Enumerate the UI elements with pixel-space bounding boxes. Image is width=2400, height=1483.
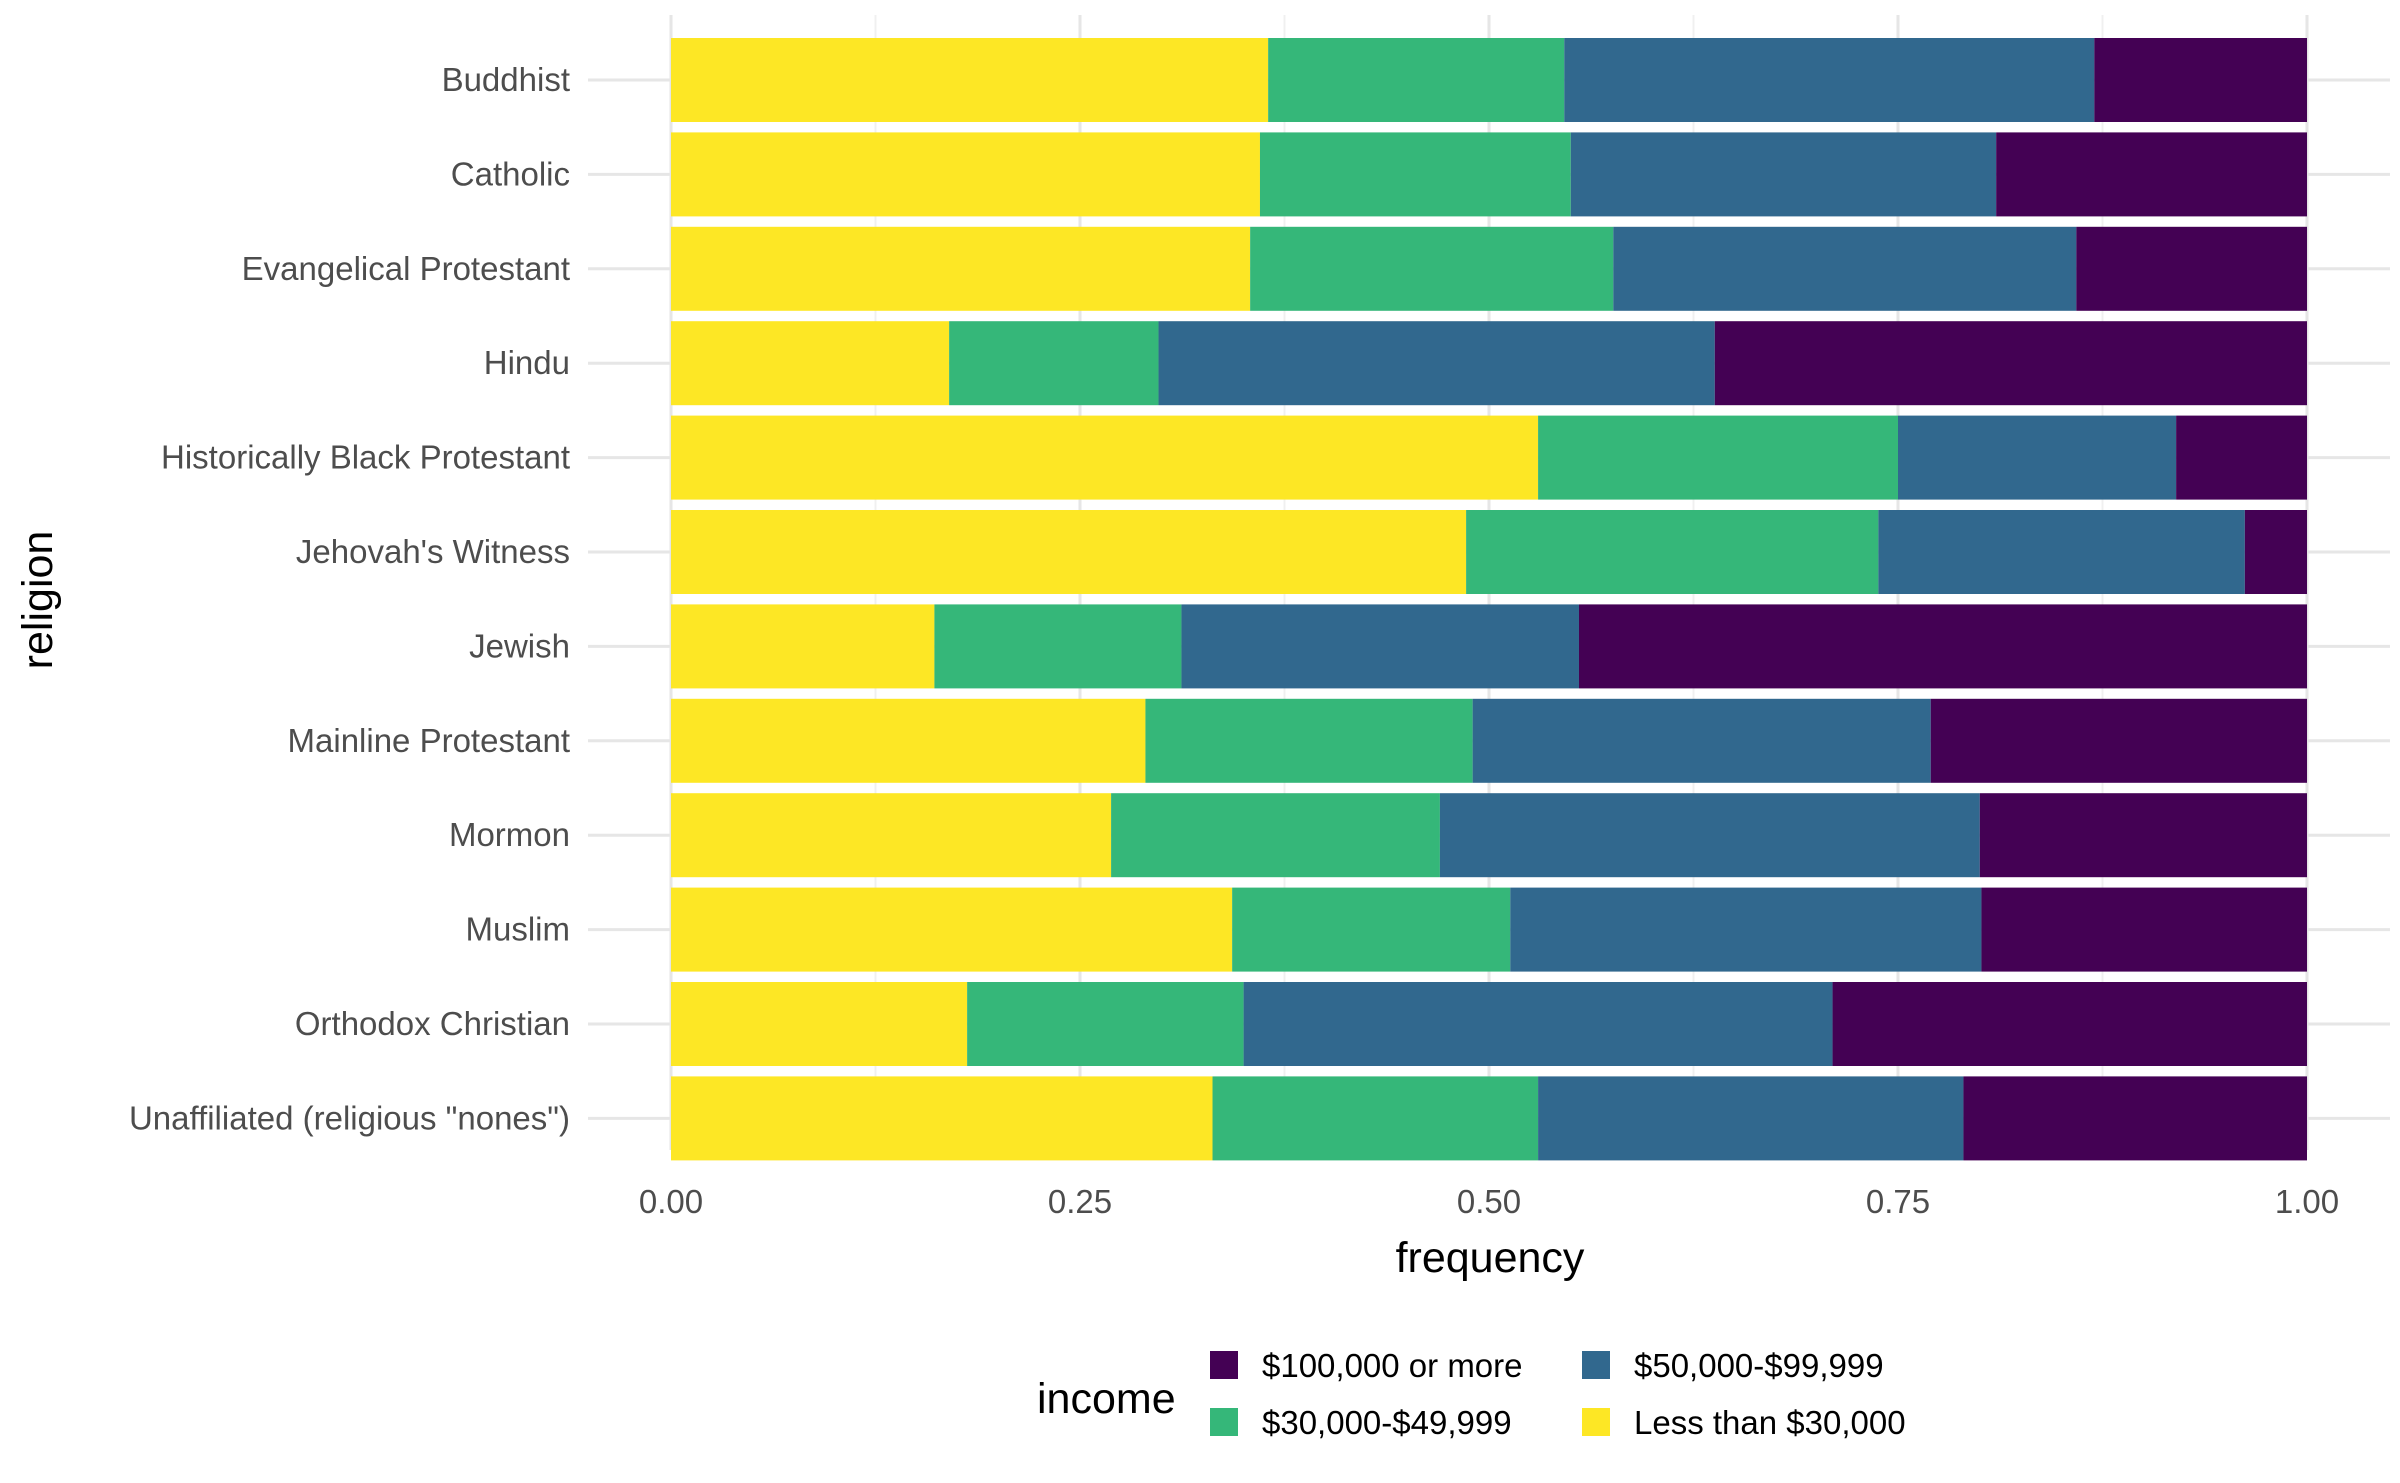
bar-segment <box>671 888 1232 972</box>
bar-segment <box>949 321 1158 405</box>
legend-label: $30,000-$49,999 <box>1262 1404 1512 1441</box>
legend-key <box>1582 1408 1610 1436</box>
bar-segment <box>2094 38 2307 122</box>
x-tick-label: 0.75 <box>1866 1183 1930 1220</box>
bar-segment <box>1181 604 1579 688</box>
bar-segment <box>671 699 1145 783</box>
bar-segment <box>671 416 1538 500</box>
bar-segment <box>1440 793 1980 877</box>
bar-segment <box>1715 321 2307 405</box>
legend-key <box>1210 1408 1238 1436</box>
bar-segment <box>1145 699 1472 783</box>
bar-segment <box>1538 416 1898 500</box>
y-tick-label: Catholic <box>451 155 570 192</box>
bar-segment <box>671 321 949 405</box>
bar-segment <box>671 604 934 688</box>
bar-segment <box>2245 510 2307 594</box>
bar-segment <box>1981 888 2307 972</box>
bar-segment <box>1613 227 2076 311</box>
y-tick-label: Mormon <box>449 816 570 853</box>
bar-segment <box>1268 38 1564 122</box>
bar-segment <box>671 132 1260 216</box>
bar-segment <box>1510 888 1981 972</box>
bar-segment <box>1898 416 2176 500</box>
y-tick-labels: Buddhist Catholic Evangelical Protestant Hi… <box>129 61 570 1136</box>
x-axis-title: frequency <box>1396 1234 1585 1282</box>
legend-label: $100,000 or more <box>1262 1347 1523 1384</box>
y-tick-label: Unaffiliated (religious "nones") <box>129 1099 570 1136</box>
bar-segment <box>1963 1076 2307 1160</box>
bar-segment <box>1260 132 1571 216</box>
bar-segment <box>1538 1076 1963 1160</box>
bar-segment <box>1579 604 2307 688</box>
bar-segment <box>934 604 1181 688</box>
y-tick-label: Hindu <box>484 344 570 381</box>
bar-segment <box>1473 699 1931 783</box>
bar-segment <box>2076 227 2307 311</box>
bar-segment <box>1878 510 2244 594</box>
bar-segment <box>1244 982 1833 1066</box>
bar-segment <box>967 982 1243 1066</box>
x-tick-label: 0.00 <box>639 1183 703 1220</box>
bar-segment <box>1111 793 1440 877</box>
bar-segment <box>2176 416 2307 500</box>
bar-segment <box>1564 38 2094 122</box>
y-tick-label: Evangelical Protestant <box>242 250 570 287</box>
y-tick-label: Orthodox Christian <box>295 1005 570 1042</box>
bar-segment <box>671 227 1250 311</box>
legend: income $100,000 or more $30,000-$49,999 $5… <box>1037 1347 1906 1441</box>
legend-key <box>1210 1351 1238 1379</box>
bar-segment <box>1833 982 2307 1066</box>
legend-key <box>1582 1351 1610 1379</box>
bar-segment <box>1232 888 1510 972</box>
bar-segment <box>1466 510 1878 594</box>
bar-segment <box>671 510 1466 594</box>
bar-segment <box>1571 132 1996 216</box>
y-tick-label: Mainline Protestant <box>288 722 570 759</box>
x-tick-labels: 0.00 0.25 0.50 0.75 1.00 <box>639 1183 2339 1220</box>
bar-segment <box>671 1076 1213 1160</box>
bar-segment <box>1250 227 1613 311</box>
bar-segment <box>671 38 1268 122</box>
y-tick-label: Buddhist <box>442 61 570 98</box>
legend-label: Less than $30,000 <box>1634 1404 1906 1441</box>
bar-segment <box>1213 1076 1539 1160</box>
bar-segment <box>671 793 1111 877</box>
bar-segment <box>1996 132 2307 216</box>
bar-segment <box>1159 321 1715 405</box>
bar-segment <box>1980 793 2307 877</box>
y-tick-label: Muslim <box>466 911 571 948</box>
x-tick-label: 0.50 <box>1457 1183 1521 1220</box>
y-tick-label: Historically Black Protestant <box>161 439 570 476</box>
y-tick-label: Jewish <box>469 627 570 664</box>
legend-label: $50,000-$99,999 <box>1634 1347 1884 1384</box>
bar-segment <box>1931 699 2307 783</box>
bar-segment <box>671 982 967 1066</box>
x-tick-label: 1.00 <box>2275 1183 2339 1220</box>
y-tick-label: Jehovah's Witness <box>296 533 570 570</box>
legend-title: income <box>1037 1375 1176 1423</box>
y-axis-title: religion <box>14 531 62 670</box>
x-tick-label: 0.25 <box>1048 1183 1112 1220</box>
